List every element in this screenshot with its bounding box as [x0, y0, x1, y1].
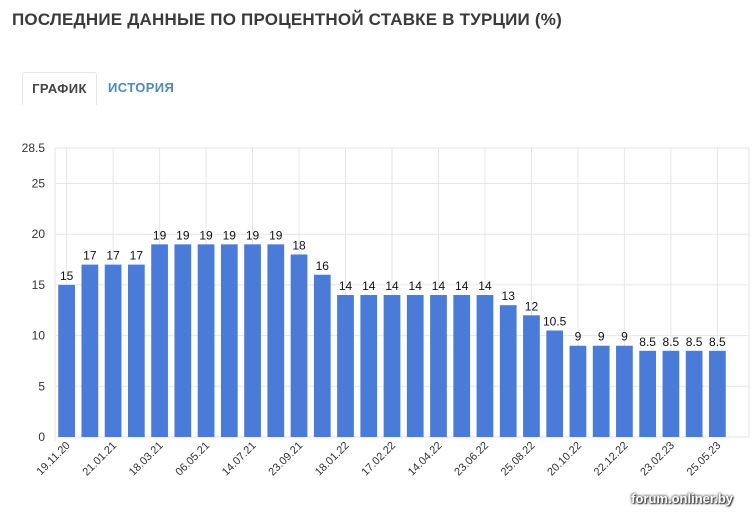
x-tick-label: 22.12.22: [592, 440, 631, 479]
y-tick-label: 15: [32, 278, 46, 292]
bar-value-label: 17: [130, 249, 144, 263]
bar: [569, 345, 587, 437]
bar: [546, 330, 564, 437]
value-labels: 15 17 17 17 19 19 19 19 19 19 18 16 14 14 14 14 14 14 14 13…: [60, 228, 726, 348]
x-tick-label: 14.07.21: [220, 440, 259, 479]
bar: [220, 244, 238, 437]
bar: [337, 295, 354, 437]
bar: [430, 295, 447, 437]
bar-value-label: 19: [153, 228, 167, 242]
bar-value-label: 8.5: [709, 335, 726, 349]
watermark: forum.onliner.by: [631, 491, 733, 506]
bar: [290, 254, 308, 437]
x-tick-label: 23.02.23: [638, 440, 677, 479]
x-tick-label: 06.05.21: [173, 440, 212, 479]
x-tick-label: 23.06.22: [452, 440, 491, 479]
x-tick-label: 14.04.22: [406, 440, 445, 479]
bar: [151, 244, 168, 437]
bar-value-label: 16: [316, 259, 330, 273]
x-tick-label: 25.08.22: [499, 440, 538, 479]
bar-value-label: 9: [598, 330, 605, 344]
bar: [313, 274, 331, 437]
bar: [383, 295, 401, 437]
y-axis: 0 5 10 15 20 25 28.5: [22, 141, 46, 444]
bar: [174, 244, 192, 437]
bar: [81, 264, 99, 437]
bar-value-label: 14: [478, 279, 492, 293]
bar: [244, 244, 261, 437]
bar-value-label: 10.5: [543, 315, 567, 329]
tab-history[interactable]: ИСТОРИЯ: [108, 80, 175, 95]
bar: [267, 244, 285, 437]
bar-value-label: 14: [432, 279, 446, 293]
bar: [523, 315, 540, 437]
bar-value-label: 8.5: [686, 335, 703, 349]
x-tick-label: 21.01.21: [80, 440, 119, 479]
bar: [592, 345, 610, 437]
bar: [58, 284, 75, 437]
bar-value-label: 19: [199, 228, 213, 242]
bar: [639, 350, 657, 437]
bar-value-label: 18: [292, 238, 306, 252]
x-tick-label: 20.10.22: [545, 440, 584, 479]
x-tick-label: 25.05.23: [685, 440, 724, 479]
bar: [197, 244, 215, 437]
x-tick-label: 23.09.21: [266, 440, 305, 479]
x-tick-label: 17.02.22: [359, 440, 398, 479]
bars: [58, 244, 726, 437]
bar-value-label: 19: [246, 228, 260, 242]
bar-value-label: 14: [385, 279, 399, 293]
y-tick-label: 5: [38, 379, 45, 393]
bar-value-label: 12: [525, 299, 539, 313]
bar: [616, 345, 633, 437]
y-tick-label: 10: [32, 329, 46, 343]
bar: [127, 264, 145, 437]
bar: [104, 264, 122, 437]
bar-value-label: 14: [339, 279, 353, 293]
tab-chart[interactable]: ГРАФИК: [22, 72, 97, 105]
page-title: ПОСЛЕДНИЕ ДАННЫЕ ПО ПРОЦЕНТНОЙ СТАВКЕ В …: [12, 10, 562, 29]
bar-value-label: 19: [176, 228, 190, 242]
x-tick-label: 18.03.21: [127, 440, 166, 479]
bar: [499, 305, 517, 437]
y-tick-label: 25: [32, 176, 46, 190]
bar-value-label: 13: [502, 289, 516, 303]
bar: [709, 350, 726, 437]
bar-value-label: 8.5: [639, 335, 656, 349]
x-tick-label: 19.11.20: [35, 440, 73, 478]
bar-value-label: 19: [269, 228, 283, 242]
bar: [406, 295, 424, 437]
bar-value-label: 17: [83, 249, 97, 263]
y-tick-label: 20: [32, 227, 46, 241]
bar-value-label: 14: [362, 279, 376, 293]
x-axis: 19.11.20 21.01.21 18.03.21 06.05.21 14.07.21…: [35, 440, 724, 479]
bar: [476, 295, 494, 437]
bar-value-label: 17: [106, 249, 120, 263]
bar: [685, 350, 703, 437]
bar-value-label: 14: [455, 279, 469, 293]
bar-value-label: 9: [621, 330, 628, 344]
bar-value-label: 14: [409, 279, 423, 293]
bar: [360, 295, 378, 437]
bar-value-label: 15: [60, 269, 74, 283]
bar: [453, 295, 471, 437]
y-tick-label: 28.5: [22, 141, 46, 155]
bar-value-label: 19: [223, 228, 237, 242]
x-tick-label: 18.01.22: [313, 440, 352, 479]
bar-value-label: 8.5: [663, 335, 680, 349]
bar: [662, 350, 680, 437]
bar-value-label: 9: [575, 330, 582, 344]
y-tick-label: 0: [38, 430, 45, 444]
